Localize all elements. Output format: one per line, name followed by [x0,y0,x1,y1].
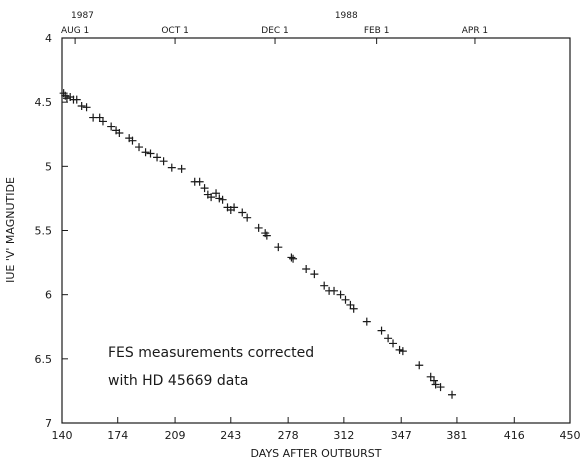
x-tick-label: 312 [333,429,354,442]
y-tick-label: 4.5 [35,96,53,109]
data-point [82,103,91,112]
x-tick-label: 278 [278,429,299,442]
x-axis-title: DAYS AFTER OUTBURST [251,447,382,460]
top-month-label: DEC 1 [261,26,289,36]
data-point [330,286,339,295]
data-point [177,164,186,173]
axis-ticks [61,37,571,424]
data-point [384,334,393,343]
data-point [302,265,311,273]
data-point [72,95,81,104]
annotation-line-1: FES measurements corrected [108,345,314,361]
data-point [62,94,71,103]
x-tick-label: 174 [107,429,128,442]
data-point [254,223,263,232]
data-point [128,136,137,145]
data-point [135,143,144,152]
data-point [310,270,319,279]
data-point [336,290,345,299]
data-point [436,383,445,392]
data-point [218,195,227,204]
data-points [59,89,457,399]
y-axis-title: IUE 'V' MAGNUTIDE [4,177,17,283]
data-point [207,193,216,202]
y-tick-label: 4 [45,32,52,45]
x-tick-label: 140 [52,429,73,442]
data-point [395,345,404,354]
data-point [195,177,204,186]
data-point [429,376,438,385]
data-point [346,300,355,309]
data-point [77,102,86,111]
data-point [243,213,252,222]
data-point [389,339,398,348]
data-point [289,254,298,263]
data-point [200,184,209,193]
data-point [159,157,168,166]
data-point [448,390,457,399]
plot-frame [61,37,571,424]
data-point [230,203,239,212]
data-point [287,253,296,262]
y-tick-label: 5 [45,160,52,173]
x-tick-label: 450 [560,429,581,442]
data-point [98,117,107,126]
data-point [349,304,358,313]
data-point [153,153,162,162]
x-tick-label: 347 [391,429,412,442]
data-point [362,317,371,326]
top-year-label: 1987 [71,11,94,21]
top-year-label: 1988 [335,11,358,21]
data-point [238,208,247,217]
tick-labels: 140 174 209 243 278 312 347 381 416 450 4 4.5 5 5.5 6 6… [35,32,581,442]
data-point [341,295,350,304]
y-tick-label: 5.5 [35,225,53,238]
y-tick-label: 6 [45,289,52,302]
x-tick-label: 243 [220,429,241,442]
data-point [415,361,424,370]
data-point [95,113,104,122]
top-date-axis: AUG 1 OCT 1 DEC 1 FEB 1 APR 1 1987 1988 [61,11,488,44]
data-point [167,163,176,172]
data-point [426,372,435,381]
data-point [146,149,155,158]
data-point [141,148,150,157]
top-month-label: APR 1 [462,26,488,36]
data-point [398,347,407,356]
data-point [212,189,221,198]
data-point [262,231,271,240]
data-point [115,128,124,137]
annotation-line-2: with HD 45669 data [108,373,248,389]
data-point [377,326,386,335]
x-tick-label: 416 [504,429,525,442]
data-point [274,243,283,252]
x-tick-label: 209 [165,429,186,442]
data-point [215,194,224,203]
data-point [107,122,116,131]
top-month-label: AUG 1 [61,26,89,36]
top-month-label: FEB 1 [364,26,390,36]
data-point [431,380,440,389]
top-month-label: OCT 1 [161,26,188,36]
data-point [320,281,329,290]
x-tick-label: 381 [446,429,467,442]
y-tick-label: 7 [45,417,52,430]
y-tick-label: 6.5 [35,353,53,366]
